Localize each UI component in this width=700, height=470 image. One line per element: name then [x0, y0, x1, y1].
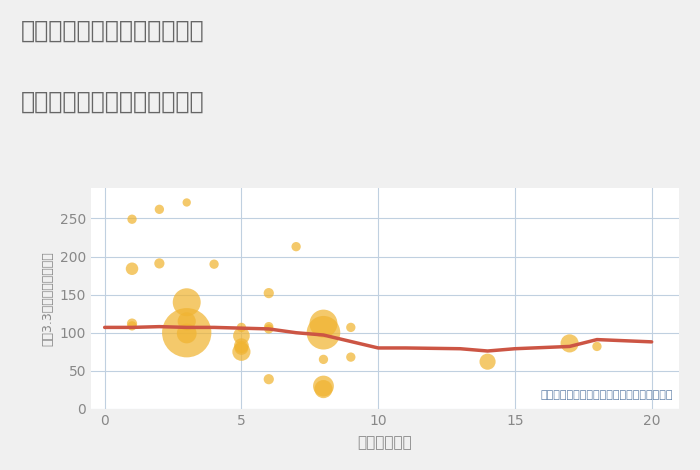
Point	[236, 342, 247, 349]
Point	[318, 356, 329, 363]
Point	[181, 199, 193, 206]
Text: 兵庫県神戸市兵庫区羽坂通の: 兵庫県神戸市兵庫区羽坂通の	[21, 19, 204, 43]
Point	[263, 325, 274, 333]
Point	[127, 215, 138, 223]
Point	[345, 324, 356, 331]
Point	[345, 353, 356, 361]
Point	[127, 265, 138, 273]
Point	[236, 348, 247, 355]
Point	[127, 322, 138, 329]
Point	[181, 298, 193, 306]
Point	[564, 340, 575, 347]
Point	[181, 318, 193, 325]
Point	[181, 330, 193, 337]
Point	[154, 205, 165, 213]
Text: 駅距離別中古マンション価格: 駅距離別中古マンション価格	[21, 89, 204, 113]
Point	[318, 382, 329, 390]
Point	[154, 259, 165, 267]
Point	[236, 344, 247, 352]
Point	[263, 376, 274, 383]
X-axis label: 駅距離（分）: 駅距離（分）	[358, 435, 412, 450]
Point	[181, 329, 193, 337]
Text: 円の大きさは、取引のあった物件面積を示す: 円の大きさは、取引のあった物件面積を示す	[540, 390, 673, 400]
Point	[318, 385, 329, 393]
Y-axis label: 坪（3.3㎡）単価（万円）: 坪（3.3㎡）単価（万円）	[41, 251, 54, 346]
Point	[236, 324, 247, 331]
Point	[209, 260, 220, 268]
Point	[318, 320, 329, 327]
Point	[263, 323, 274, 330]
Point	[592, 343, 603, 350]
Point	[482, 358, 493, 366]
Point	[318, 329, 329, 337]
Point	[263, 290, 274, 297]
Point	[236, 332, 247, 339]
Point	[127, 320, 138, 327]
Point	[290, 243, 302, 251]
